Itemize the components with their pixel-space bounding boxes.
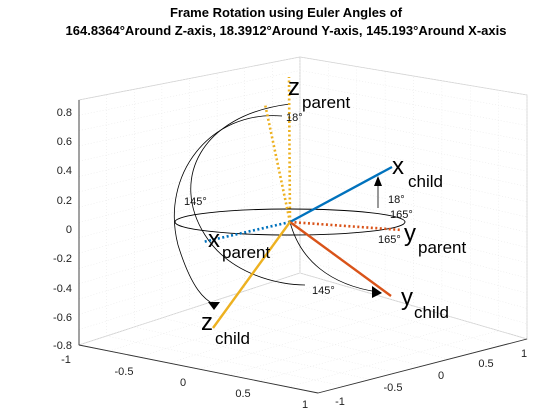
x-rotation-arc (173, 115, 283, 306)
z-tick-label: 0.2 (57, 195, 72, 207)
z-tick-label: 0.4 (57, 165, 72, 177)
x-axis-line (78, 344, 319, 394)
child-y-label-main: y (401, 284, 413, 311)
rotation-annotations (173, 103, 406, 310)
x-tick-label: 1 (302, 399, 308, 411)
z-tick-label: 0.8 (57, 107, 72, 119)
chart-title-line2: 164.8364°Around Z-axis, 18.3912°Around Y… (66, 23, 507, 38)
y-rotation-arc (190, 103, 306, 286)
grid-line (299, 70, 528, 111)
grid-line (78, 232, 301, 300)
child-y-label-sub: child (414, 303, 449, 322)
x-tick-label: -1 (61, 354, 71, 366)
grid-line (244, 290, 475, 353)
grid-line (299, 232, 528, 294)
z-tick-label: -0.6 (53, 312, 72, 324)
grid-line (299, 110, 528, 157)
grid-line (272, 281, 501, 346)
grid-line (78, 124, 301, 177)
grid-line (258, 322, 471, 382)
grid-line (78, 178, 301, 239)
parent-y-vector (289, 220, 403, 232)
z-tick-label: 0.6 (57, 136, 72, 148)
angle-label-x: 145° (184, 196, 207, 208)
z-rotation-ellipse (174, 208, 406, 236)
grid-line (228, 314, 442, 376)
child-x-vector (289, 165, 393, 224)
parent-z-vector-tilt (263, 103, 292, 223)
child-y-arc (289, 221, 379, 293)
parent-x-vector (202, 220, 291, 244)
x-tick-label: 0.5 (235, 388, 250, 400)
frame-vectors (202, 76, 403, 329)
grid-line (78, 137, 301, 193)
z-tick-label: -0.2 (53, 253, 72, 265)
child-z-label-main: z (201, 309, 213, 336)
y-tick-label: 0.5 (478, 358, 493, 370)
child-z-vector (212, 221, 291, 329)
grid-line (134, 326, 371, 380)
grid-line (189, 308, 423, 367)
grid-line (161, 317, 397, 373)
parent-x-label: x parent (208, 226, 270, 262)
angle-label-z: 165° (390, 209, 413, 221)
grid-line (78, 151, 301, 208)
chart-title-line1: Frame Rotation using Euler Angles of (170, 5, 403, 20)
grid-line (299, 97, 528, 141)
grid-line (299, 205, 528, 263)
child-x-label-sub: child (408, 172, 443, 191)
child-y-arc-arrowhead (372, 286, 382, 298)
parent-z-vector (287, 76, 292, 223)
angle-label-x: 145° (312, 285, 335, 297)
parent-y-label-main: y (404, 220, 416, 247)
grid-line (217, 299, 449, 360)
angle-label-y: 18° (286, 112, 303, 124)
axes-box (77, 56, 529, 394)
child-y-vector (289, 221, 392, 297)
child-x-arc-arrowhead (374, 176, 382, 186)
grid-lines (78, 56, 528, 394)
grid-line (299, 272, 528, 340)
parent-x-label-main: x (208, 226, 220, 253)
z-tick-label: -0.8 (53, 340, 72, 352)
angle-label-y: 18° (388, 194, 405, 206)
y-tick-label: -0.5 (384, 382, 403, 394)
grid-line (198, 305, 414, 370)
parent-x-label-sub: parent (222, 243, 270, 262)
y-tick-label: -1 (335, 396, 345, 408)
grid-line (288, 330, 499, 388)
grid-line (299, 259, 528, 324)
grid-line (299, 83, 528, 126)
child-z-label-sub: child (215, 329, 250, 348)
y-tick-label: 1 (521, 348, 527, 360)
parent-y-label-sub: parent (418, 238, 466, 257)
y-axis-line (317, 338, 528, 394)
x-arc-arrowhead (208, 302, 220, 310)
x-tick-label: 0 (180, 377, 186, 389)
parent-z-label-sub: parent (302, 93, 350, 112)
child-x-label-main: x (392, 153, 404, 180)
z-tick-label: 0 (66, 224, 72, 236)
grid-line (78, 191, 301, 254)
x-tick-label: -0.5 (115, 366, 134, 378)
axis-ticks: -0.8 -0.6 -0.4 -0.2 0 0.2 0.4 0.6 0.8 -1… (53, 107, 527, 411)
angle-label-z: 165° (378, 234, 401, 246)
grid-line (78, 164, 301, 223)
z-tick-label: -0.4 (53, 283, 72, 295)
y-tick-label: 0 (438, 370, 444, 382)
parent-z-label-main: z (288, 74, 300, 101)
grid-line (138, 289, 357, 358)
